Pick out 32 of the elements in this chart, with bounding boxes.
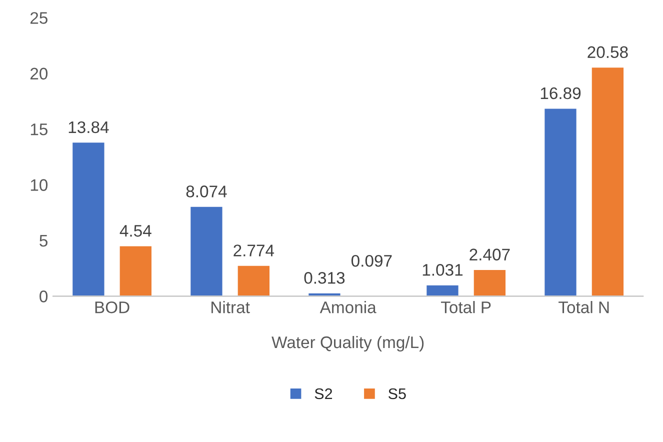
legend-label: S5 [388, 388, 406, 400]
x-tick-label: BOD [95, 301, 130, 314]
data-label: 20.58 [588, 46, 628, 58]
data-label: 8.074 [186, 186, 227, 198]
y-tick-label: 0 [40, 290, 48, 302]
x-axis-title: Water Quality (mg/L) [272, 336, 424, 352]
x-tick-label: Amonia [320, 301, 376, 314]
data-label: 2.774 [234, 244, 274, 256]
data-label: 2.407 [470, 248, 510, 260]
bar [543, 107, 578, 296]
y-tick-label: 20 [30, 68, 48, 80]
bar [472, 268, 507, 296]
bar [118, 244, 153, 296]
x-tick-label: Nitrat [212, 301, 250, 314]
data-label: 4.54 [120, 225, 152, 237]
data-label: 13.84 [68, 121, 109, 134]
x-tick-label: Total P [440, 301, 491, 314]
bar [236, 264, 271, 296]
y-tick-label: 10 [30, 179, 48, 191]
y-tick-label: 25 [30, 12, 48, 24]
data-label: 0.313 [304, 272, 345, 284]
legend-label: S2 [314, 388, 332, 400]
y-tick-label: 15 [30, 124, 48, 136]
y-tick-label: 5 [40, 235, 48, 247]
data-label: 0.097 [351, 254, 392, 267]
data-label: 16.89 [540, 87, 581, 100]
data-label: 1.031 [422, 264, 463, 276]
bar [590, 66, 625, 296]
bar [425, 284, 460, 296]
x-tick-label: Total N [558, 301, 609, 314]
bar [71, 141, 106, 296]
bar [189, 206, 224, 296]
